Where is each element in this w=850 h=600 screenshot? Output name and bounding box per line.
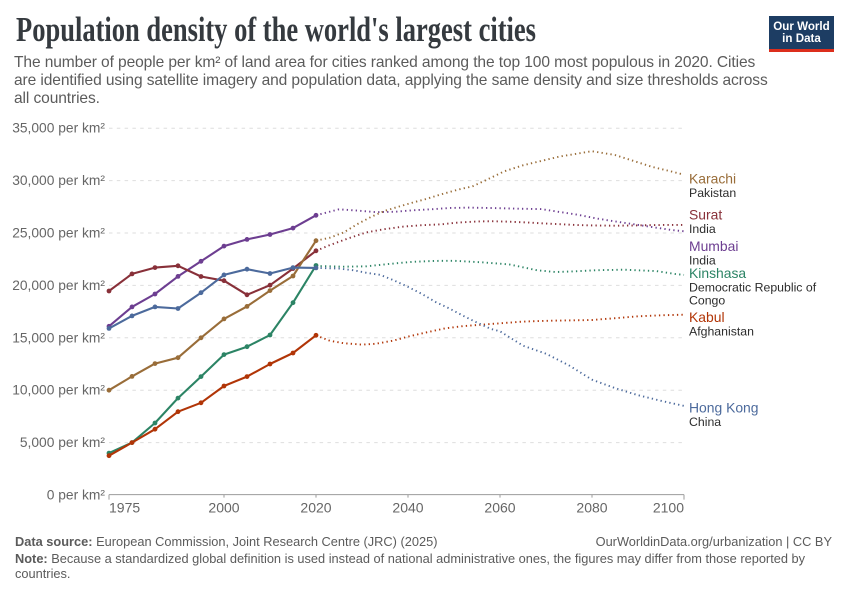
svg-text:2040: 2040 — [392, 500, 423, 516]
svg-text:India: India — [689, 222, 716, 236]
svg-text:Kabul: Kabul — [689, 309, 725, 325]
svg-text:Karachi: Karachi — [689, 171, 736, 187]
svg-text:Mumbai: Mumbai — [689, 238, 738, 254]
svg-text:Congo: Congo — [689, 294, 725, 308]
svg-text:5,000 per km²: 5,000 per km² — [20, 435, 106, 450]
svg-text:20,000 per km²: 20,000 per km² — [12, 278, 105, 293]
svg-text:10,000 per km²: 10,000 per km² — [12, 383, 105, 398]
svg-text:Hong Kong: Hong Kong — [689, 399, 759, 415]
svg-text:2020: 2020 — [300, 500, 331, 516]
svg-text:Pakistan: Pakistan — [689, 186, 736, 200]
svg-text:15,000 per km²: 15,000 per km² — [12, 330, 105, 345]
svg-text:India: India — [689, 254, 716, 268]
svg-text:Surat: Surat — [689, 206, 722, 222]
svg-text:35,000 per km²: 35,000 per km² — [12, 121, 105, 136]
svg-text:Kinshasa: Kinshasa — [689, 265, 746, 281]
svg-text:2100: 2100 — [653, 500, 684, 516]
svg-text:2000: 2000 — [208, 500, 239, 516]
svg-text:30,000 per km²: 30,000 per km² — [12, 173, 105, 188]
svg-text:0 per km²: 0 per km² — [47, 488, 106, 503]
svg-text:Afghanistan: Afghanistan — [689, 325, 754, 339]
svg-text:25,000 per km²: 25,000 per km² — [12, 226, 105, 241]
svg-text:1975: 1975 — [109, 500, 140, 516]
svg-text:2080: 2080 — [576, 500, 607, 516]
svg-text:2060: 2060 — [484, 500, 515, 516]
svg-text:China: China — [689, 415, 721, 429]
svg-text:Democratic Republic of: Democratic Republic of — [689, 280, 817, 294]
